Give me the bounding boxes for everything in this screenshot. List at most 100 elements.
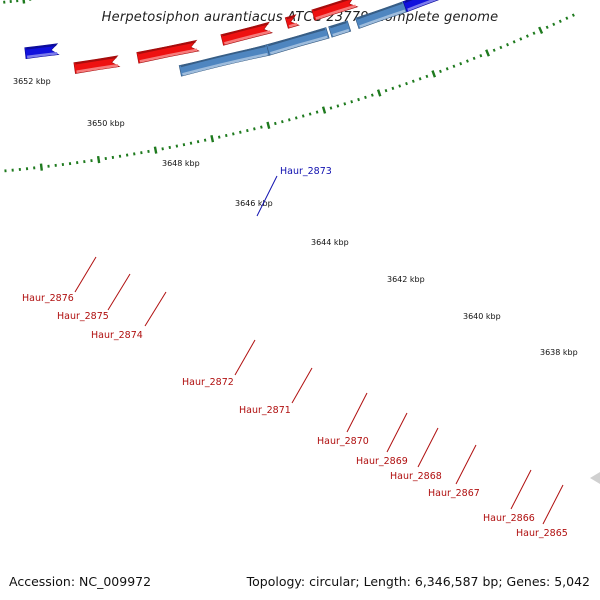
label-leader-lines bbox=[74, 175, 564, 525]
minor-tick bbox=[532, 31, 536, 35]
gene-label[interactable]: Haur_2873 bbox=[280, 166, 332, 177]
kbp-label: 3646 kbp bbox=[235, 199, 273, 208]
minor-tick bbox=[294, 116, 298, 120]
minor-tick bbox=[232, 132, 235, 136]
gene-label[interactable]: Haur_2869 bbox=[356, 456, 408, 467]
leader-line bbox=[107, 273, 131, 311]
gene-label[interactable]: Haur_2865 bbox=[516, 528, 568, 539]
minor-tick bbox=[224, 133, 228, 138]
minor-tick bbox=[558, 19, 562, 23]
major-tick bbox=[485, 49, 490, 57]
minor-tick bbox=[217, 135, 221, 139]
gene-labels: Haur_2873 Haur_2876 Haur_2875 Haur_2874 Haur… bbox=[22, 166, 568, 539]
leader-line bbox=[234, 339, 256, 376]
minor-tick bbox=[499, 45, 503, 50]
minor-tick bbox=[519, 37, 523, 41]
minor-tick bbox=[274, 121, 277, 126]
minor-tick bbox=[350, 100, 354, 104]
kbp-label: 3648 kbp bbox=[162, 159, 200, 168]
leader-line bbox=[386, 412, 408, 453]
kbp-label: 3644 kbp bbox=[311, 238, 349, 247]
minor-tick bbox=[189, 141, 193, 145]
minor-tick bbox=[260, 125, 263, 129]
gene-label[interactable]: Haur_2867 bbox=[428, 488, 480, 499]
leader-line bbox=[346, 392, 368, 433]
gene-shade bbox=[75, 56, 117, 65]
minor-tick bbox=[571, 13, 575, 17]
gene-label[interactable]: Haur_2872 bbox=[182, 377, 234, 388]
gene-bevel bbox=[224, 30, 271, 45]
minor-tick bbox=[161, 147, 164, 151]
kbp-label: 3652 kbp bbox=[13, 77, 51, 86]
major-tick bbox=[39, 163, 43, 171]
gene-feature-red[interactable] bbox=[220, 21, 274, 46]
gene-shade bbox=[267, 28, 326, 47]
minor-tick bbox=[439, 69, 442, 74]
gene-feature-steel[interactable] bbox=[354, 1, 408, 29]
minor-tick bbox=[465, 59, 469, 63]
gene-feature-steel[interactable] bbox=[328, 20, 352, 38]
minor-tick bbox=[411, 79, 415, 83]
gene-label[interactable]: Haur_2866 bbox=[483, 513, 535, 524]
gene-feature-blue[interactable] bbox=[402, 0, 440, 13]
genome-summary-text: Topology: circular; Length: 6,346,587 bp… bbox=[246, 574, 590, 589]
minor-tick bbox=[336, 104, 340, 108]
leader-line bbox=[74, 256, 97, 293]
minor-tick bbox=[492, 48, 496, 52]
minor-tick bbox=[565, 16, 569, 20]
gene-bevel bbox=[332, 28, 350, 37]
gene-feature-red[interactable] bbox=[136, 39, 200, 64]
gene-bevel bbox=[76, 64, 119, 74]
minor-tick bbox=[445, 67, 449, 71]
gene-bevel bbox=[269, 35, 328, 55]
minor-tick bbox=[329, 106, 333, 110]
gene-feature-red[interactable] bbox=[73, 55, 121, 74]
minor-tick bbox=[459, 61, 463, 66]
minor-tick bbox=[196, 140, 200, 144]
gene-shade bbox=[180, 45, 266, 68]
minor-tick bbox=[418, 77, 422, 81]
gene-label[interactable]: Haur_2874 bbox=[91, 330, 143, 341]
kbp-label: 3640 kbp bbox=[463, 312, 501, 321]
leader-line bbox=[144, 291, 167, 327]
minor-tick bbox=[398, 84, 402, 88]
minor-tick bbox=[512, 40, 516, 44]
gene-shade bbox=[222, 22, 269, 37]
gene-label[interactable]: Haur_2871 bbox=[239, 405, 291, 416]
major-tick bbox=[153, 146, 158, 154]
gene-shade bbox=[138, 40, 196, 55]
gene-bevel bbox=[288, 22, 298, 28]
minor-tick bbox=[308, 112, 312, 116]
gene-label[interactable]: Haur_2875 bbox=[57, 311, 109, 322]
gene-feature-red[interactable] bbox=[311, 0, 359, 21]
leader-line bbox=[417, 427, 439, 468]
gene-feature-red[interactable] bbox=[284, 14, 300, 29]
inner-tick-track bbox=[4, 13, 575, 173]
kbp-label: 3650 kbp bbox=[87, 119, 125, 128]
minor-tick bbox=[364, 95, 367, 100]
minor-tick bbox=[370, 93, 374, 97]
leader-line bbox=[291, 367, 313, 404]
gene-label[interactable]: Haur_2870 bbox=[317, 436, 369, 447]
outer-tick-track bbox=[3, 0, 36, 4]
major-tick bbox=[431, 70, 437, 78]
minor-tick bbox=[452, 64, 456, 68]
gene-bevel bbox=[139, 48, 198, 63]
gene-bevel bbox=[359, 9, 406, 28]
partial-feature bbox=[590, 472, 600, 484]
gene-feature-blue[interactable] bbox=[24, 43, 60, 59]
leader-line bbox=[510, 469, 532, 510]
gene-label[interactable]: Haur_2876 bbox=[22, 293, 74, 304]
gene-feature-steel[interactable] bbox=[266, 27, 330, 56]
minor-tick bbox=[246, 128, 249, 133]
minor-tick bbox=[239, 130, 242, 134]
gene-bevel bbox=[315, 4, 357, 20]
minor-tick bbox=[472, 56, 476, 61]
leader-line bbox=[542, 484, 564, 525]
kbp-label: 3638 kbp bbox=[540, 348, 578, 357]
minor-tick bbox=[301, 114, 305, 118]
gene-label[interactable]: Haur_2868 bbox=[390, 471, 442, 482]
minor-tick bbox=[425, 74, 429, 79]
minor-tick bbox=[525, 34, 529, 38]
